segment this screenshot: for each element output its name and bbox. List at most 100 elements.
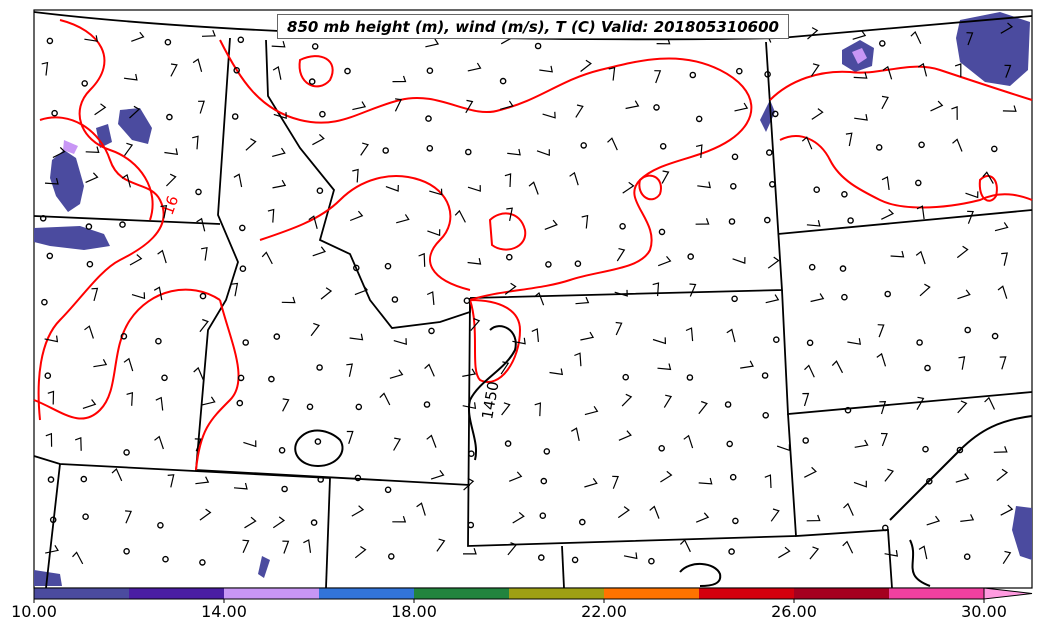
wind-barb (165, 173, 177, 187)
wind-barb (801, 136, 813, 150)
wind-barb (570, 427, 580, 442)
wind-barb (649, 505, 660, 519)
wind-barb (507, 148, 521, 156)
wind-barb (776, 444, 790, 452)
wind-barb (916, 205, 925, 220)
calm-wind-marker (46, 37, 54, 45)
wind-barb (379, 392, 391, 406)
shading-patch-west-2 (50, 150, 84, 212)
wind-barb (272, 516, 286, 529)
wind-barb (542, 111, 556, 119)
wind-barb (462, 368, 477, 377)
wind-barb (575, 104, 584, 118)
wind-barb (847, 338, 862, 345)
colorbar-extension-triangle (983, 587, 1033, 600)
shading-patch-ne-light (852, 48, 867, 64)
wind-barb (267, 208, 275, 223)
wind-barb (574, 352, 582, 367)
calm-wind-marker (545, 261, 552, 268)
wind-barb (765, 294, 780, 304)
wind-barb (84, 35, 99, 42)
shading-patch-east (760, 100, 775, 132)
shading-patch-west-3 (34, 226, 110, 250)
calm-wind-marker (80, 475, 88, 483)
calm-wind-marker (344, 67, 351, 75)
wind-barb (984, 396, 996, 410)
wind-barb (539, 65, 553, 73)
wind-barb (997, 285, 1008, 299)
wind-barb (462, 402, 477, 410)
wind-barb (852, 30, 867, 40)
calm-wind-marker (540, 477, 548, 485)
wind-barb (84, 325, 94, 339)
colorbar-segment (129, 588, 225, 599)
wind-barb (617, 506, 630, 519)
wind-barb (767, 256, 780, 269)
calm-wind-marker (505, 253, 513, 261)
map-frame (33, 9, 1033, 589)
calm-wind-marker (841, 190, 848, 198)
wind-barb (272, 147, 286, 157)
calm-wind-marker (39, 214, 47, 222)
wind-barb (467, 257, 482, 265)
wind-barb (93, 359, 108, 368)
calm-wind-marker (306, 403, 314, 411)
wind-barb (193, 366, 204, 381)
calm-wind-marker (164, 38, 172, 46)
calm-wind-marker (653, 104, 660, 111)
wind-barb (72, 551, 84, 565)
calm-wind-marker (658, 228, 666, 236)
calm-wind-marker (308, 78, 316, 85)
wind-barb (534, 402, 542, 417)
wind-barb (124, 142, 134, 156)
wind-barb (764, 474, 772, 489)
calm-wind-marker (808, 263, 816, 271)
wind-barb (954, 63, 962, 77)
wind-barb (426, 291, 435, 305)
calm-wind-marker (731, 153, 739, 161)
wind-barb (170, 63, 178, 77)
wind-barb (94, 103, 107, 116)
wind-barb (157, 249, 167, 264)
calm-wind-marker (619, 222, 626, 230)
calm-wind-marker (166, 113, 173, 121)
wind-barb (430, 469, 445, 480)
wind-barb (930, 100, 944, 112)
temp-contour-closed-3 (638, 174, 662, 201)
border-ca-nv (45, 463, 61, 589)
calm-wind-marker (926, 477, 933, 485)
wind-barb (951, 106, 958, 120)
calm-wind-marker (882, 524, 889, 532)
wind-barb (44, 178, 59, 185)
calm-wind-marker (316, 187, 324, 194)
wind-barb (389, 369, 404, 379)
wind-barb (683, 434, 694, 449)
colorbar-segment (414, 588, 510, 599)
wind-barb (1002, 550, 1012, 565)
calm-wind-marker (772, 110, 779, 118)
calm-wind-marker (579, 518, 586, 526)
temp-contour-northeast (769, 65, 1033, 101)
calm-wind-marker (730, 182, 737, 190)
wind-barb (454, 209, 466, 223)
wind-barb (884, 468, 894, 482)
wind-barb (271, 40, 286, 48)
calm-wind-marker (499, 77, 507, 85)
height-contour-small (679, 563, 722, 587)
wind-barb (661, 170, 670, 184)
calm-wind-marker (764, 216, 771, 224)
calm-wind-marker (991, 145, 998, 153)
wind-barb (531, 328, 539, 342)
wind-barb (877, 324, 885, 338)
wind-barb (654, 70, 662, 84)
calm-wind-marker (86, 260, 94, 268)
calm-wind-marker (991, 332, 999, 340)
colorbar-segment (224, 588, 320, 599)
wind-barb (957, 400, 968, 414)
colorbar-segment (509, 588, 605, 599)
wind-barb (917, 62, 928, 77)
shading-patch-south (258, 556, 270, 578)
wind-barb (504, 282, 517, 295)
wind-barb (393, 338, 407, 346)
wind-barb (534, 292, 545, 306)
